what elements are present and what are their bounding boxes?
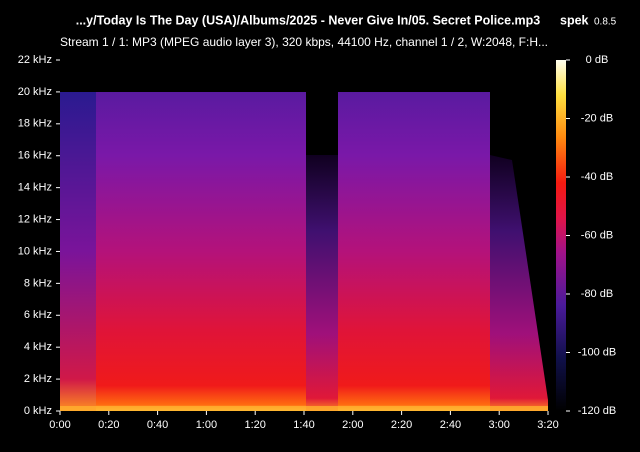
y-tick-label: 10 kHz	[18, 245, 52, 257]
y-tick-label: 4 kHz	[24, 341, 52, 353]
y-tick-label: 18 kHz	[18, 118, 52, 130]
x-tick-label: 2:40	[440, 419, 461, 431]
x-tick-label: 2:20	[391, 419, 412, 431]
color-tick-label: -20 dB	[581, 112, 613, 124]
app-name: spek	[560, 13, 589, 27]
color-tick-label: -40 dB	[581, 171, 613, 183]
x-tick-label: 3:00	[488, 419, 509, 431]
color-tick-label: -100 dB	[578, 346, 617, 358]
color-tick-label: -120 dB	[578, 405, 617, 417]
file-title: ...y/Today Is The Day (USA)/Albums/2025 …	[76, 13, 541, 27]
x-tick-label: 1:00	[196, 419, 217, 431]
y-tick-label: 6 kHz	[24, 309, 52, 321]
x-tick-label: 3:20	[537, 419, 558, 431]
color-tick-label: 0 dB	[586, 54, 609, 66]
y-tick-label: 14 kHz	[18, 182, 52, 194]
color-tick-label: -60 dB	[581, 229, 613, 241]
y-tick-label: 2 kHz	[24, 373, 52, 385]
spectrogram	[60, 60, 548, 411]
axes: 0:00 0:20 0:40 1:00 1:20 1:40 2:00 2:20 2:40 3:00…	[18, 54, 617, 431]
x-tick-label: 1:20	[244, 419, 265, 431]
color-scale	[556, 60, 566, 411]
x-tick-label: 0:20	[98, 419, 119, 431]
y-tick-label: 16 kHz	[18, 150, 52, 162]
x-tick-label: 2:00	[342, 419, 363, 431]
x-tick-label: 0:40	[147, 419, 168, 431]
stream-info: Stream 1 / 1: MP3 (MPEG audio layer 3), …	[60, 35, 548, 49]
y-tick-label: 8 kHz	[24, 277, 52, 289]
color-tick-label: -80 dB	[581, 288, 613, 300]
x-tick-label: 0:00	[49, 419, 70, 431]
y-tick-label: 22 kHz	[18, 54, 52, 66]
y-tick-label: 20 kHz	[18, 86, 52, 98]
x-tick-label: 1:40	[293, 419, 314, 431]
y-tick-label: 12 kHz	[18, 213, 52, 225]
app-version: 0.8.5	[594, 17, 617, 28]
y-tick-label: 0 kHz	[24, 405, 52, 417]
